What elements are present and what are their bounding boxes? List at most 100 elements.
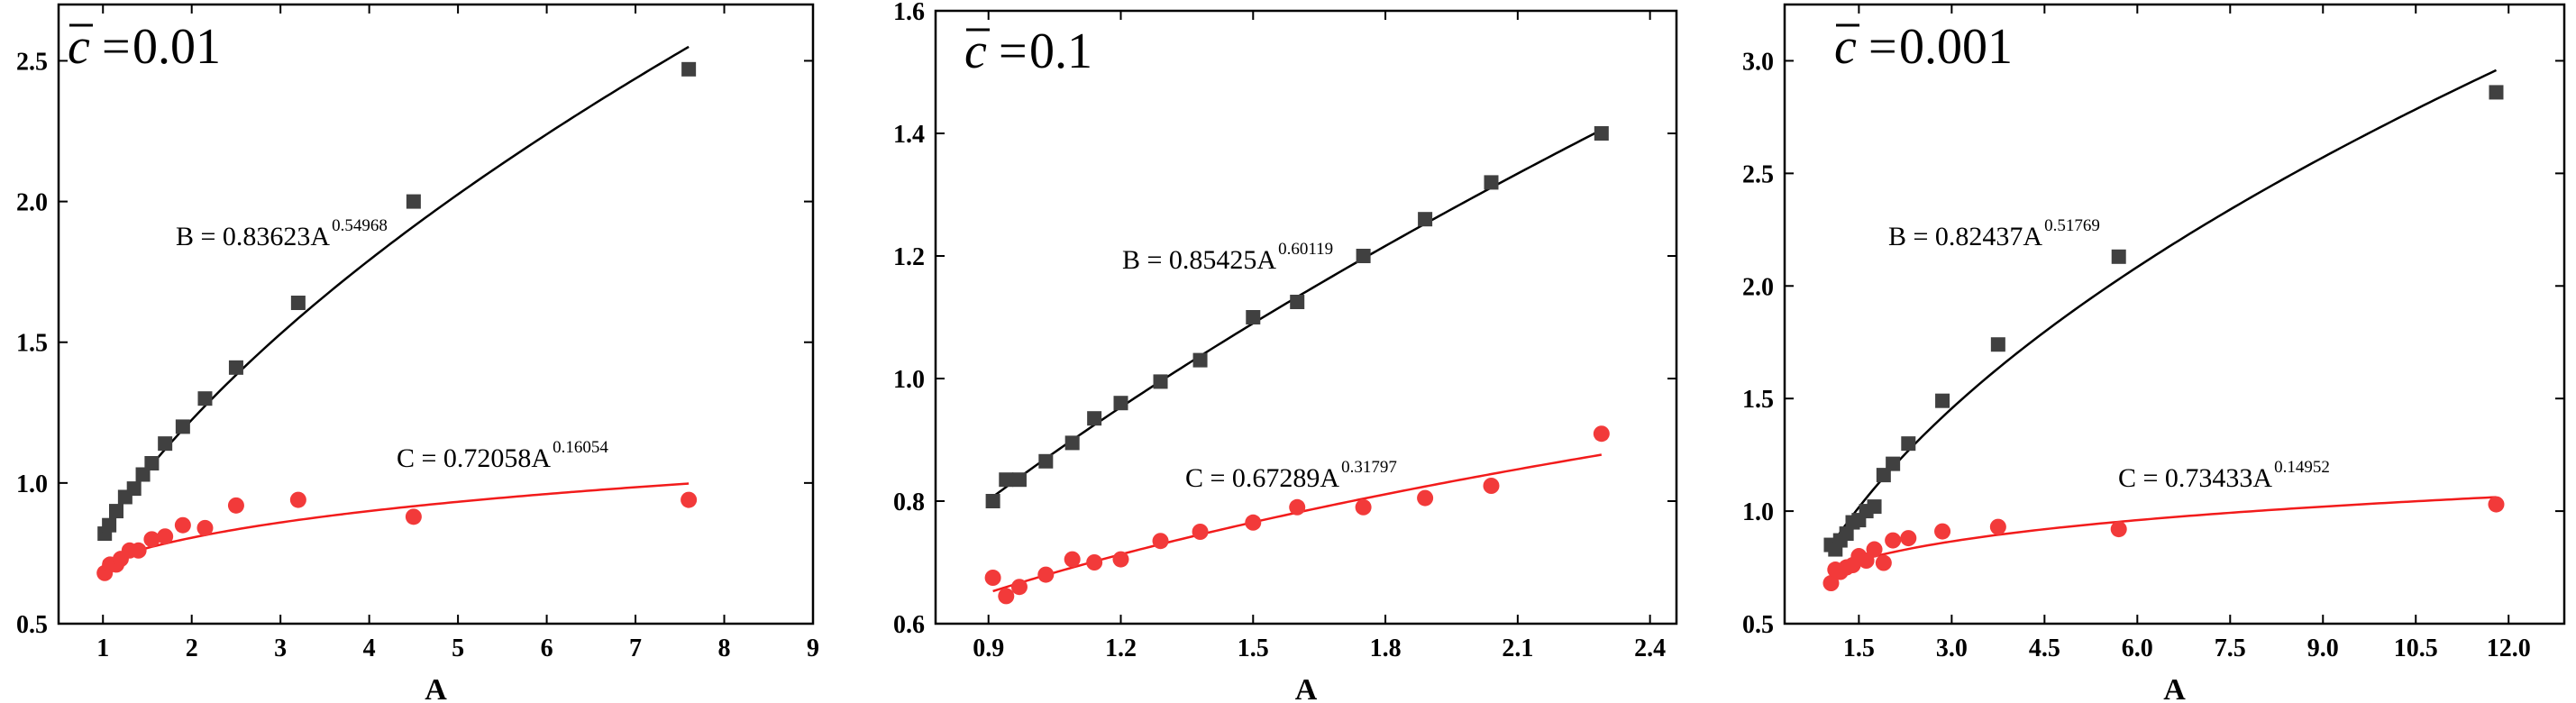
fit-equation-exponent: 0.31797 (1341, 458, 1397, 477)
data-point-B (144, 456, 160, 471)
data-point-B (1356, 249, 1371, 263)
title-value: 0.1 (1029, 23, 1092, 79)
fit-equation-exponent: 0.16054 (553, 438, 608, 457)
x-tick-label: 8 (718, 635, 731, 662)
x-tick-label: 1.5 (1238, 635, 1269, 662)
x-tick-label: 1.5 (1843, 635, 1875, 662)
y-tick-label: 1.5 (1742, 386, 1774, 414)
series-B: B = 0.83623A 0.54968 (97, 45, 697, 542)
data-point-B (1594, 126, 1609, 141)
title-value: 0.001 (1899, 19, 2013, 75)
x-tick-label: 4 (363, 635, 376, 662)
data-point-B (1064, 435, 1080, 451)
data-point-C (1900, 530, 1917, 547)
x-tick-label: 3 (274, 635, 287, 662)
y-tick-label: 1.5 (16, 330, 48, 358)
y-tick-label: 1.0 (893, 366, 925, 394)
fit-equation-C: C = 0.67289A 0.31797 (1185, 458, 1397, 493)
data-point-B (1113, 396, 1128, 411)
data-point-C (130, 542, 147, 559)
data-point-B (175, 419, 190, 434)
x-tick-label: 4.5 (2029, 635, 2060, 662)
chart-panel-3: 1.5 3.0 4.5 6.0 7.5 9.0 10.5 12.0 0.5 1.0 1.5 2.0 2.… (1742, 3, 2566, 703)
data-point-C (1037, 566, 1055, 583)
data-point-B (1011, 472, 1027, 488)
fit-curve-C (1827, 496, 2497, 572)
chart-panel-1: 1 2 3 4 5 6 7 8 9 0.5 1.0 1.5 2.0 2.5 Ac = 0.01 B = 0.836… (16, 3, 819, 703)
series-B: B = 0.82437A 0.51769 (1823, 68, 2504, 557)
fit-equation-B: B = 0.82437A 0.51769 (1888, 216, 2100, 251)
plot-frame (934, 9, 1678, 625)
chart-title: c = 0.1 (964, 23, 1092, 79)
y-tick-label: 0.5 (1742, 611, 1774, 639)
fit-equation-text: B = 0.85425A (1122, 245, 1276, 275)
data-point-B (1038, 453, 1054, 469)
x-tick-label: 5 (452, 635, 464, 662)
data-point-C (2110, 521, 2127, 538)
data-point-C (1355, 498, 1372, 516)
x-tick-label: 9.0 (2307, 635, 2339, 662)
fit-equation-text: C = 0.72058A (397, 443, 551, 473)
y-tick-label: 2.0 (16, 189, 48, 217)
x-tick-label: 0.9 (973, 635, 1004, 662)
y-tick-label: 1.2 (893, 243, 925, 271)
data-point-B (1839, 526, 1854, 542)
data-point-C (1010, 579, 1028, 596)
fit-equation-text: C = 0.73433A (2118, 463, 2272, 493)
data-point-C (1866, 541, 1883, 558)
y-tick-label: 1.4 (893, 121, 925, 149)
x-tick-label: 6 (541, 635, 553, 662)
data-point-B (2489, 85, 2504, 100)
data-point-B (2111, 249, 2126, 264)
series-B: B = 0.85425A 0.60119 (985, 126, 1609, 508)
data-point-B (158, 436, 173, 452)
data-point-C (196, 519, 214, 536)
fit-equation-exponent: 0.54968 (332, 216, 388, 235)
fit-equation-text: B = 0.83623A (176, 222, 330, 251)
data-point-C (157, 528, 174, 545)
data-point-B (1876, 468, 1891, 483)
data-point-C (1822, 575, 1840, 592)
data-point-B (1867, 499, 1882, 515)
data-point-B (1087, 411, 1102, 426)
data-point-B (1192, 352, 1208, 368)
data-point-B (985, 494, 1000, 508)
fit-curve-B (1827, 68, 2498, 552)
y-tick-label: 0.5 (16, 611, 48, 639)
data-point-C (143, 531, 160, 548)
data-point-B (1246, 310, 1261, 324)
x-tick-label: 6.0 (2122, 635, 2153, 662)
title-symbol: c (68, 19, 90, 75)
data-point-C (998, 588, 1015, 605)
data-point-B (290, 296, 306, 311)
data-point-C (405, 508, 422, 525)
x-tick-label: 7.5 (2215, 635, 2246, 662)
y-tick-label: 1.0 (16, 470, 48, 498)
data-point-B (681, 61, 697, 77)
fit-equation-exponent: 0.14952 (2274, 458, 2330, 477)
chart-title: c = 0.01 (68, 19, 221, 75)
fit-equation-text: B = 0.82437A (1888, 222, 2042, 251)
fit-curve-C (102, 482, 690, 563)
fit-curve-B (991, 128, 1603, 498)
data-point-C (1483, 478, 1500, 494)
fit-equation-C: C = 0.72058A 0.16054 (397, 438, 608, 473)
x-axis-label: A (425, 673, 447, 703)
data-point-C (1086, 554, 1103, 571)
title-equals: = (102, 19, 131, 75)
series-C: C = 0.73433A 0.14952 (1822, 458, 2505, 592)
data-point-C (1934, 523, 1951, 540)
data-point-C (1152, 533, 1169, 550)
y-tick-label: 0.8 (893, 488, 925, 516)
y-tick-label: 0.6 (893, 611, 925, 639)
data-point-C (1885, 532, 1902, 549)
chart-title: c = 0.001 (1834, 19, 2013, 75)
data-point-B (109, 504, 124, 519)
data-point-B (102, 517, 117, 533)
data-point-C (681, 491, 698, 508)
data-point-B (1886, 456, 1901, 471)
data-point-B (1153, 374, 1168, 389)
plot-frame (1783, 3, 2566, 625)
fit-equation-text: C = 0.67289A (1185, 463, 1339, 493)
